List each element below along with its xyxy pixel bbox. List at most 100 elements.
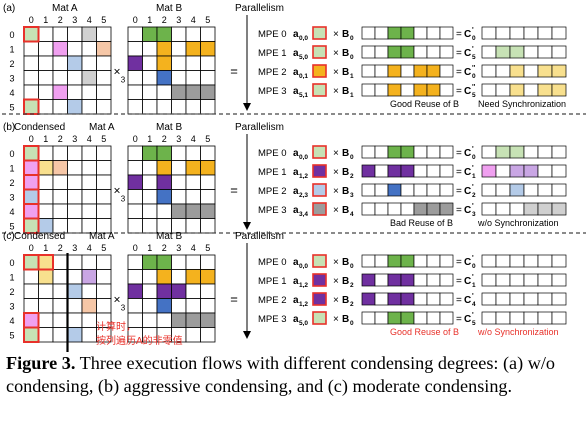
mat-a-cell <box>23 41 39 57</box>
equals-sign: = <box>230 292 238 307</box>
mat-b-cell <box>185 160 201 176</box>
c-subscript: 5 <box>472 54 476 61</box>
c-row-cell <box>509 183 525 197</box>
b-row-cell <box>387 183 402 197</box>
mat-a-cell <box>67 218 83 234</box>
c-row-cell <box>537 83 553 97</box>
b-subscript: 0 <box>350 263 354 270</box>
b-symbol: B <box>342 86 349 97</box>
mat-a-cell <box>81 269 97 285</box>
b-row-cell <box>426 83 441 97</box>
mat-b-cell <box>156 26 172 42</box>
mpe-row: MPE 2 a 2,3 × B 3 = C '2 <box>258 183 567 199</box>
mpe-label: MPE 1 <box>258 276 287 287</box>
c-row-cell <box>523 273 539 287</box>
c-row-cell <box>551 83 567 97</box>
mat-a-col-label: 4 <box>87 243 92 253</box>
mat-a-cell <box>52 84 68 100</box>
b-row-cell <box>374 202 389 216</box>
c-row-cell <box>509 273 525 287</box>
mat-a-cell <box>81 70 97 86</box>
c-row-cell <box>551 202 567 216</box>
mat-b-cell <box>156 283 172 299</box>
mat-b-cell <box>200 283 216 299</box>
mat-a-cell <box>52 298 68 314</box>
row-equals-sign: = <box>456 148 462 159</box>
a-subscript: 0,0 <box>299 154 308 161</box>
b-row-cell <box>426 183 441 197</box>
b-row-cell <box>361 183 376 197</box>
c-row-cell <box>481 273 497 287</box>
b-row-cell <box>400 254 415 268</box>
mat-a-cell <box>38 160 54 176</box>
c-row-cell <box>523 311 539 325</box>
c-row-cell <box>481 311 497 325</box>
b-symbol: B <box>342 148 349 159</box>
mat-a-row-label: 1 <box>9 273 14 283</box>
c-row-cell <box>551 26 567 40</box>
b-row-cell <box>439 202 454 216</box>
mat-b-cell <box>142 283 158 299</box>
mat-a-cell <box>23 26 39 42</box>
mat-a-row-label: 4 <box>9 88 14 98</box>
c-row-cell <box>481 292 497 306</box>
mat-b-cell <box>171 99 187 115</box>
row-equals-sign: = <box>456 314 462 325</box>
row-equals-sign: = <box>456 48 462 59</box>
times-sign-note: 3 <box>121 76 126 85</box>
mat-b-cell <box>200 254 216 270</box>
b-row-cell <box>439 45 454 59</box>
mat-a-cell <box>38 174 54 190</box>
a-value-box <box>312 164 327 178</box>
b-row-cell <box>400 45 415 59</box>
c-row-cell <box>495 202 511 216</box>
mat-a-col-label: 2 <box>58 243 63 253</box>
parallelism-arrowhead <box>243 331 251 339</box>
mpe-label: MPE 2 <box>258 67 287 78</box>
mat-a-cell <box>96 174 112 190</box>
mat-a-title: Mat A <box>52 3 78 14</box>
b-row-cell <box>426 202 441 216</box>
mat-a-row-label: 2 <box>9 178 14 188</box>
mat-b-cell <box>156 254 172 270</box>
c-row-cell <box>481 64 497 78</box>
b-symbol: B <box>342 186 349 197</box>
mat-b-col-label: 3 <box>176 134 181 144</box>
mat-b-cell <box>171 174 187 190</box>
row-equals-sign: = <box>456 205 462 216</box>
b-subscript: 1 <box>350 92 354 99</box>
row-equals-sign: = <box>456 86 462 97</box>
mat-a-cell <box>38 145 54 161</box>
mat-a-row-label: 1 <box>9 164 14 174</box>
mat-a-cell <box>52 283 68 299</box>
mat-b-cell <box>142 41 158 57</box>
mat-b-col-label: 3 <box>176 15 181 25</box>
b-row-cell <box>374 311 389 325</box>
mat-a-row-label: 5 <box>9 222 14 232</box>
b-row-cell <box>400 202 415 216</box>
c-row-cell <box>481 183 497 197</box>
c-row-cell <box>551 45 567 59</box>
mpe-row: MPE 1 a 1,2 × B 2 = C '1 <box>258 164 567 180</box>
mat-a-cell <box>23 254 39 270</box>
c-row-cell <box>509 145 525 159</box>
c-row-cell <box>509 202 525 216</box>
b-row-cell <box>387 164 402 178</box>
mat-a-col-label: 4 <box>87 134 92 144</box>
a-subscript: 3,4 <box>299 211 308 218</box>
mat-a-col-label: 3 <box>72 134 77 144</box>
mat-a-col-label: 2 <box>58 15 63 25</box>
mat-b-cell <box>142 269 158 285</box>
b-row-cell <box>426 45 441 59</box>
c-row-cell <box>537 311 553 325</box>
row-equals-sign: = <box>456 276 462 287</box>
mat-a-cell <box>96 298 112 314</box>
b-subscript: 2 <box>350 301 354 308</box>
mat-b-col-label: 5 <box>205 134 210 144</box>
b-row-cell <box>413 254 428 268</box>
b-row-cell <box>387 311 402 325</box>
b-row-cell <box>374 273 389 287</box>
mat-a-cell <box>81 55 97 71</box>
c-row-cell <box>495 183 511 197</box>
